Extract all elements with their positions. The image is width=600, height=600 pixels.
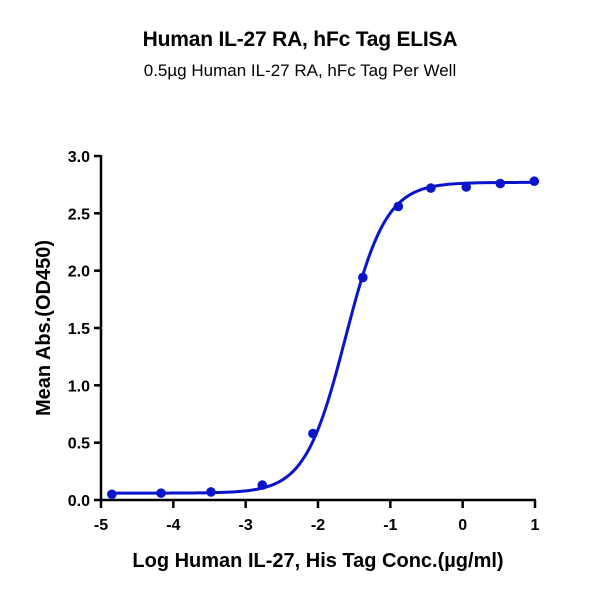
data-point [358, 272, 368, 283]
data-point [426, 183, 436, 193]
chart-subtitle: 0.5µg Human IL-27 RA, hFc Tag Per Well [143, 61, 457, 80]
chart-title: Human IL-27 RA, hFc Tag ELISA [142, 28, 458, 51]
y-tick-label: 2.0 [68, 264, 90, 281]
x-tick-label: -2 [311, 517, 325, 534]
x-tick-label: -3 [239, 517, 253, 534]
data-point [308, 428, 318, 439]
fit-curve [111, 180, 535, 495]
x-axis-title: Log Human IL-27, His Tag Conc.(µg/ml) [132, 550, 503, 572]
x-tick-label: 0 [458, 517, 467, 534]
y-tick-label: 1.5 [68, 321, 90, 338]
y-tick-label: 0.0 [68, 493, 90, 510]
y-axis-title: Mean Abs.(OD450) [33, 240, 55, 416]
data-point [107, 489, 117, 500]
ticks: 0.0 0.5 1.0 1.5 2.0 2.5 3.0 -5 -4 -3 -2 -1 0 1 [68, 149, 540, 534]
y-tick-label: 1.0 [68, 378, 90, 395]
data-point [257, 480, 268, 490]
x-tick-label: -5 [94, 517, 108, 534]
x-tick-label: -1 [383, 517, 397, 534]
y-tick-label: 0.5 [68, 436, 90, 453]
data-point [529, 176, 540, 187]
y-tick-label: 3.0 [68, 149, 90, 166]
axes [99, 155, 536, 502]
x-tick-label: -4 [166, 517, 180, 534]
y-tick-label: 2.5 [68, 206, 90, 223]
x-tick-label: 1 [531, 517, 540, 534]
data-point [461, 182, 472, 192]
data-point [206, 487, 216, 497]
data-point [495, 178, 506, 189]
data-point [393, 201, 404, 212]
data-point [156, 488, 166, 498]
data-points [107, 176, 540, 500]
